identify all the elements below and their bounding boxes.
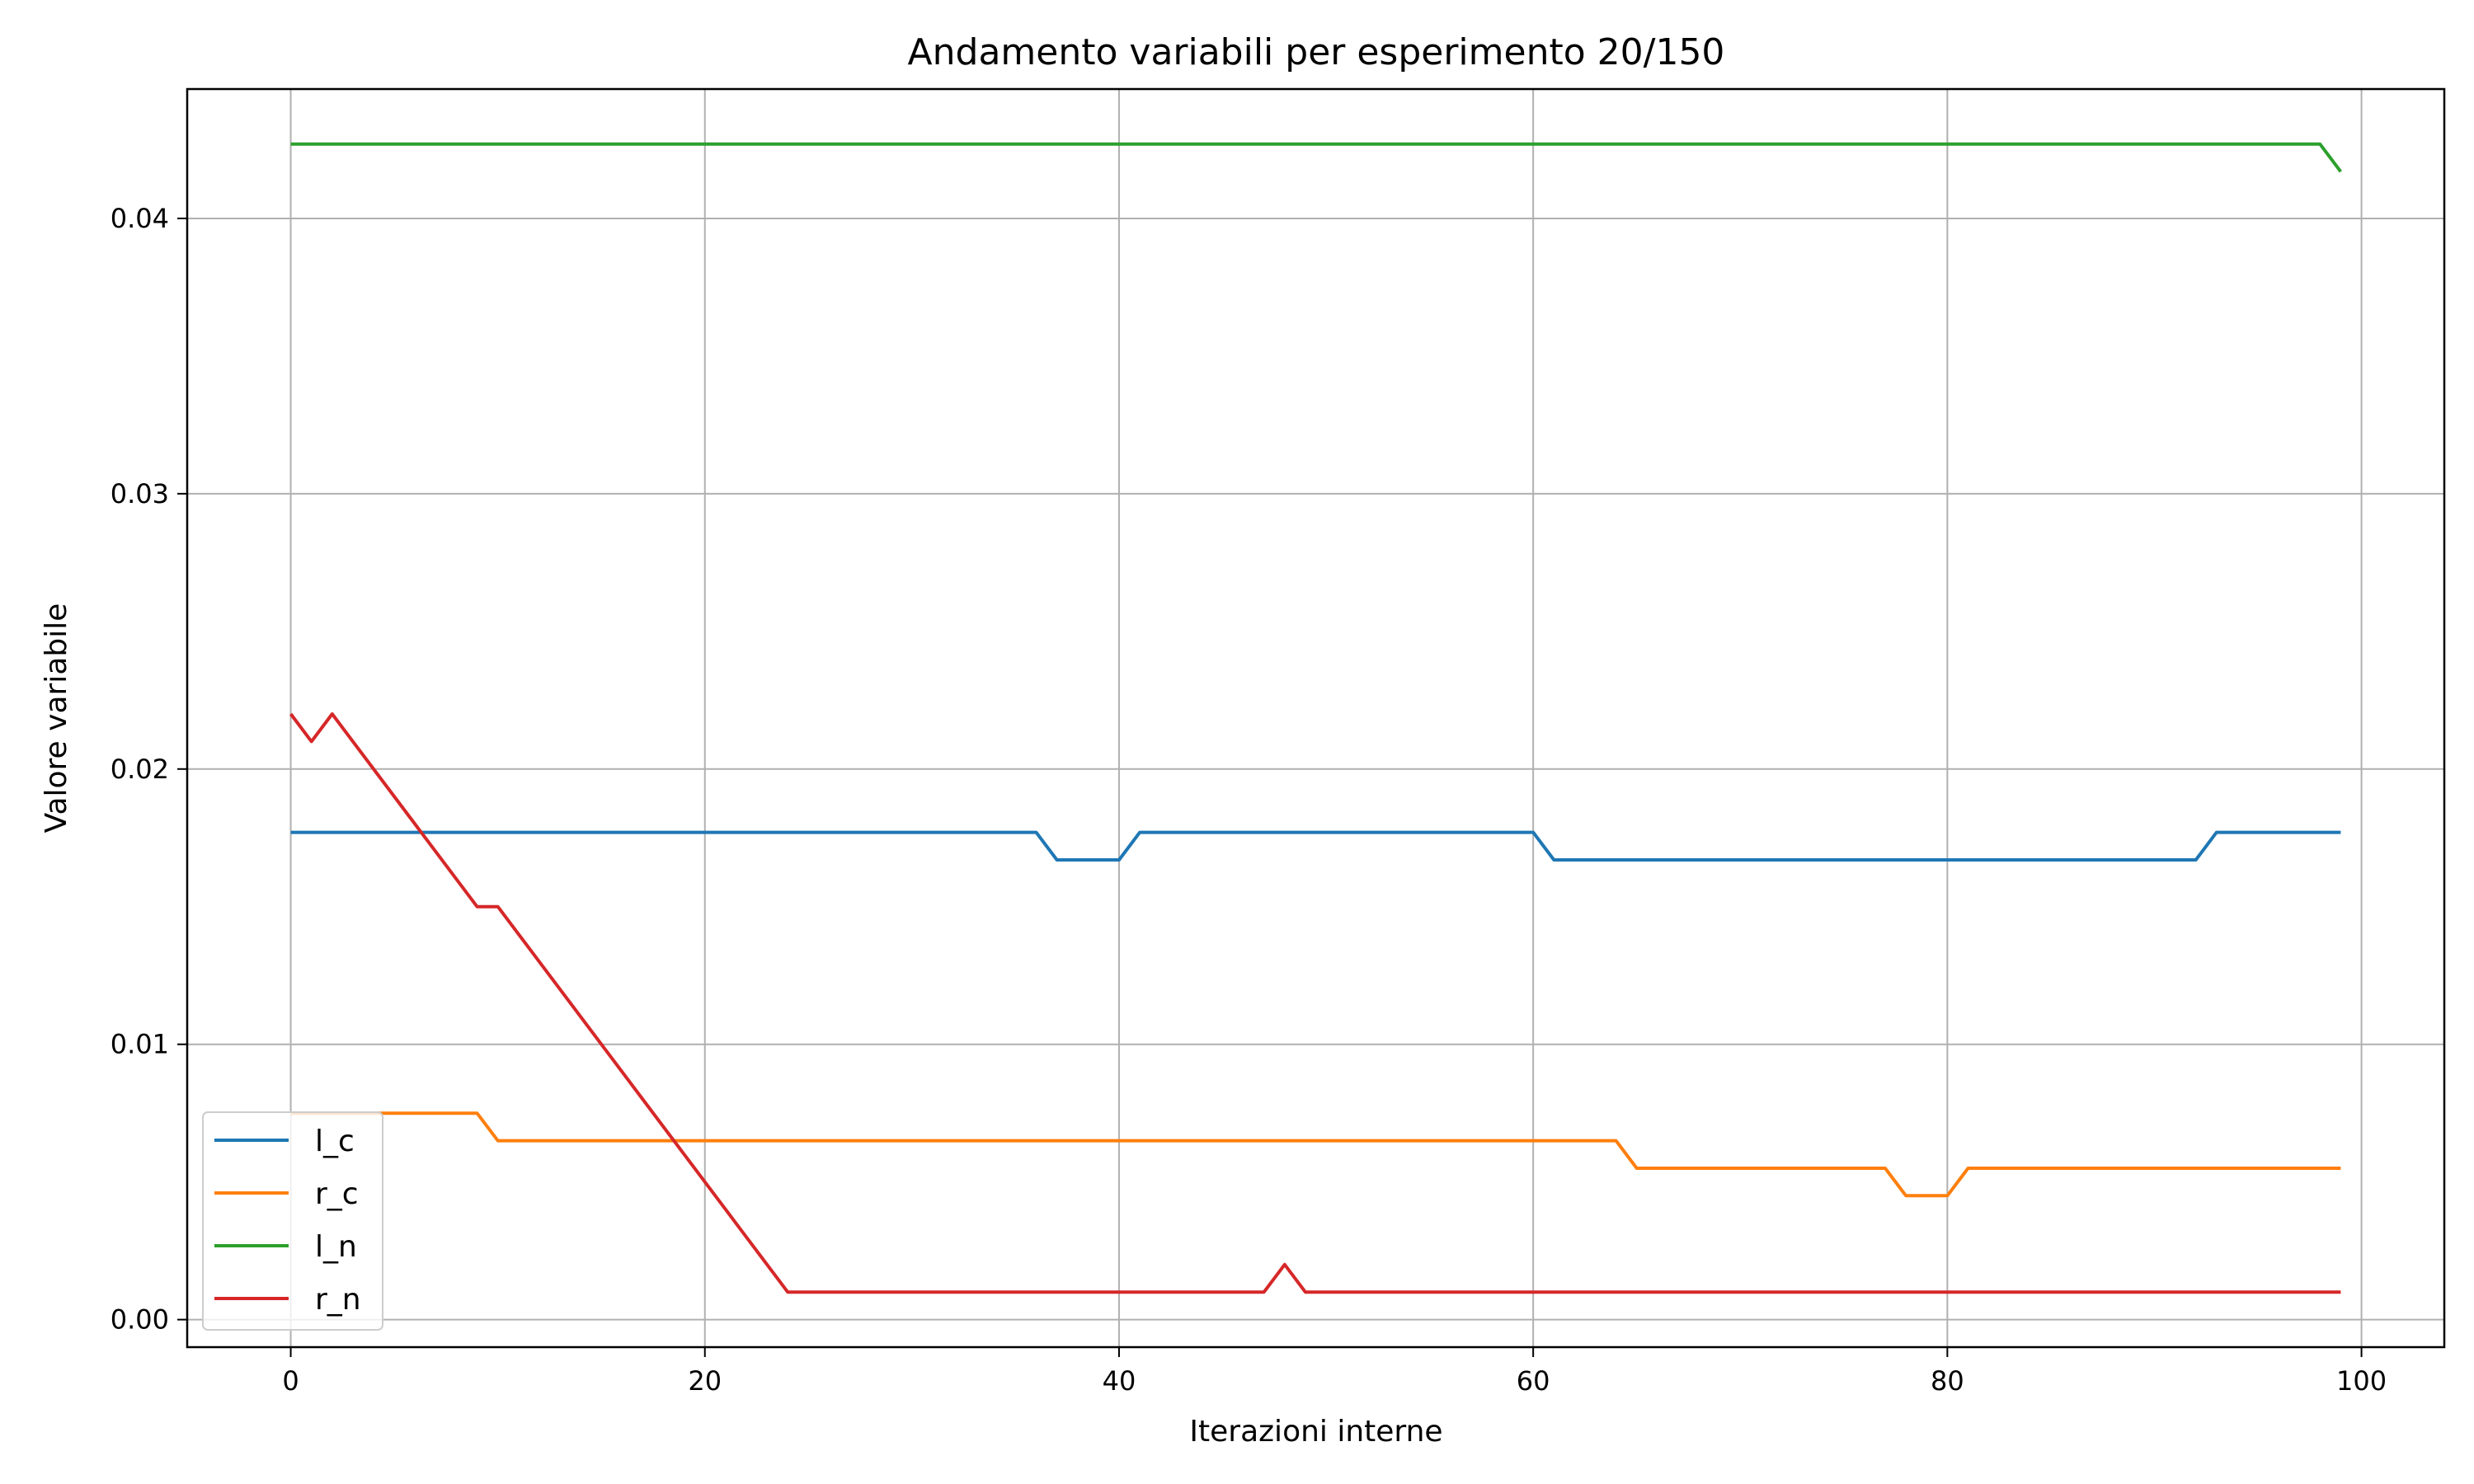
chart-title: Andamento variabili per esperimento 20/1…: [908, 31, 1725, 73]
legend-label-l-n: l_n: [315, 1230, 357, 1264]
legend-label-r-n: r_n: [315, 1283, 361, 1317]
legend-label-l-c: l_c: [315, 1125, 355, 1158]
x-tick-label: 60: [1517, 1365, 1550, 1397]
y-tick-label: 0.02: [111, 754, 169, 785]
y-tick-label: 0.00: [111, 1304, 169, 1336]
x-tick-label: 100: [2336, 1365, 2387, 1397]
y-tick-label: 0.01: [111, 1029, 169, 1060]
series-lines: [289, 142, 2342, 1294]
series-line-r-c: [290, 1111, 2341, 1198]
plot-frame: [186, 87, 2446, 1349]
series-line-r-n: [289, 712, 2341, 1294]
y-tick-label: 0.04: [111, 203, 169, 234]
grid-lines: [187, 89, 2444, 1347]
legend: l_c r_c l_n r_n: [202, 1111, 383, 1331]
series-line-l-c: [290, 830, 2341, 862]
legend-box: [202, 1111, 383, 1331]
x-tick-label: 40: [1103, 1365, 1136, 1397]
x-tick-label: 20: [688, 1365, 722, 1397]
y-tick-label: 0.03: [111, 478, 169, 510]
y-axis-title: Valore variabile: [40, 603, 73, 834]
x-tick-label: 0: [282, 1365, 299, 1397]
axis-ticks: 0 20 40 60 80 100 0.00 0.01 0.02 0.03 0.04: [111, 203, 2387, 1397]
legend-label-r-c: r_c: [315, 1177, 359, 1211]
x-axis-title: Iterazioni interne: [1189, 1415, 1442, 1449]
x-tick-label: 80: [1931, 1365, 1964, 1397]
series-line-l-n: [290, 142, 2342, 173]
